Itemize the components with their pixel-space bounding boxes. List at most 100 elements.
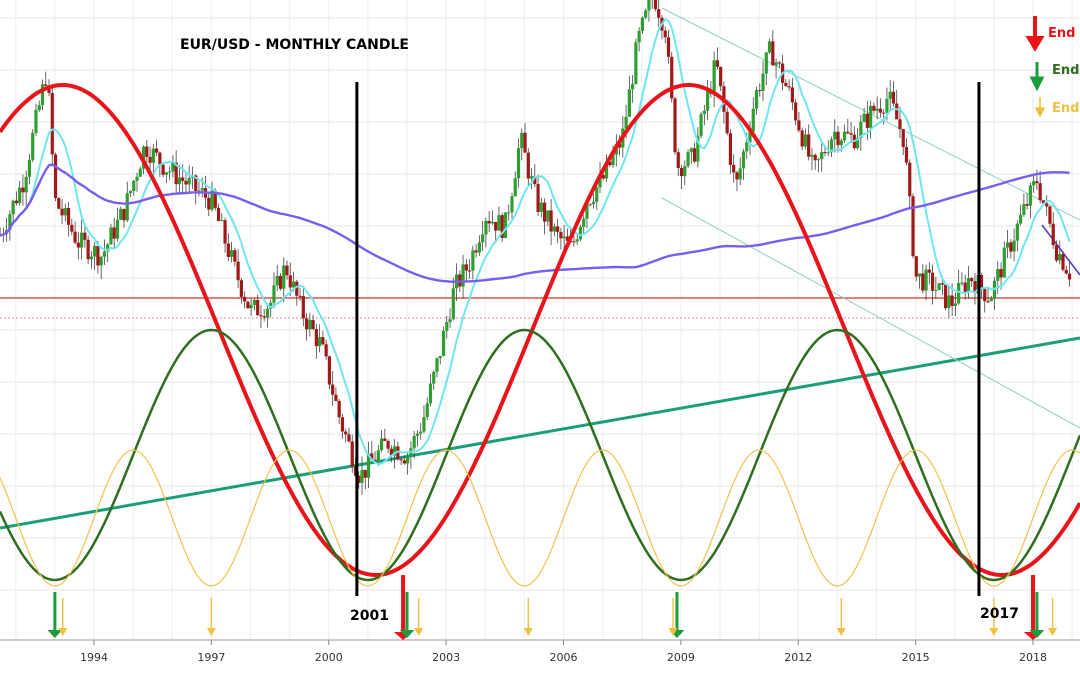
candle-body — [269, 302, 273, 309]
candle-body — [846, 131, 850, 134]
candle-body — [438, 355, 442, 359]
candle-body — [53, 154, 58, 199]
candle-body — [494, 221, 498, 231]
candle-body — [252, 299, 257, 305]
candle-body — [1058, 254, 1062, 261]
candle-body — [637, 30, 641, 43]
candle-body — [950, 295, 954, 306]
candle-body — [324, 344, 328, 357]
candle-body — [666, 37, 671, 57]
candle-body — [448, 319, 452, 322]
candle-body — [891, 91, 896, 104]
candle-body — [764, 52, 768, 74]
end-arrow-yellow-head — [523, 628, 533, 636]
candle-body — [803, 134, 808, 147]
candle-body — [937, 283, 941, 290]
candle-body — [481, 234, 485, 243]
candle-body — [161, 164, 165, 175]
candle-body — [138, 168, 142, 177]
candle-body — [331, 384, 335, 395]
grid-lines — [0, 0, 1080, 641]
candle-body — [771, 41, 775, 66]
candle-body — [327, 356, 332, 385]
x-tick-label: 2015 — [902, 651, 930, 664]
candle-body — [37, 105, 41, 110]
candle-body — [86, 239, 90, 260]
candle-body — [631, 83, 635, 90]
candle-body — [676, 152, 680, 168]
end-arrow-yellow-head — [668, 628, 678, 636]
candle-body — [321, 337, 325, 345]
candle-body — [40, 84, 45, 106]
legend-red-arrow-icon — [1025, 16, 1045, 52]
candle-body — [1048, 206, 1052, 224]
candle-body — [917, 273, 922, 277]
moving-average-short — [0, 18, 1071, 465]
candle-body — [604, 161, 609, 179]
candle-body — [216, 207, 221, 222]
candle-body — [735, 172, 739, 180]
candle-body — [578, 226, 583, 240]
candle-series — [0, 0, 1072, 495]
candle-body — [168, 171, 172, 173]
candle-body — [738, 168, 742, 180]
candle-body — [754, 90, 759, 109]
candle-body — [96, 245, 100, 266]
end-arrow-green-head — [1029, 630, 1045, 638]
chart-title: EUR/USD - MONTHLY CANDLE — [180, 37, 409, 53]
candle-body — [164, 172, 168, 175]
x-axis-ticks: 1994 1997 2000 2003 2006 2009 2012 2015 2018 — [80, 640, 1047, 664]
candle-body — [644, 10, 648, 18]
candle-body — [57, 198, 61, 209]
candle-body — [833, 131, 837, 140]
candle-body — [1032, 181, 1036, 186]
candle-body — [406, 456, 410, 464]
candle-body — [383, 438, 387, 441]
candle-body — [904, 147, 909, 163]
candle-body — [275, 275, 279, 286]
candle-body — [44, 84, 48, 86]
candle-body — [542, 202, 547, 222]
candle-body — [507, 212, 511, 214]
candle-body — [973, 281, 977, 294]
candle-body — [174, 162, 178, 185]
end-arrow-yellow-head — [1048, 628, 1058, 636]
candle-body — [272, 285, 276, 303]
candle-body — [220, 220, 224, 222]
candle-body — [18, 187, 22, 204]
trend-lines — [0, 7, 1080, 530]
candle-body — [598, 175, 602, 188]
candle-body — [888, 91, 892, 99]
candle-body — [947, 295, 951, 309]
candle-body — [1041, 200, 1046, 204]
candle-body — [106, 244, 110, 252]
candle-body — [344, 431, 348, 435]
candle-body — [986, 301, 990, 303]
candle-body — [855, 137, 860, 149]
candle-body — [702, 110, 706, 115]
candle-body — [794, 102, 798, 121]
candle-body — [412, 435, 416, 449]
x-tick-label: 2018 — [1019, 651, 1047, 664]
x-tick-label: 2000 — [315, 651, 343, 664]
candle-body — [1061, 254, 1065, 270]
candle-body — [774, 62, 778, 66]
candle-body — [865, 113, 869, 128]
candle-body — [777, 62, 781, 64]
cycle-low-lines — [355, 82, 981, 596]
candle-body — [810, 154, 814, 157]
candle-body — [882, 112, 886, 114]
candle-body — [503, 212, 508, 238]
candle-body — [536, 184, 540, 212]
candle-body — [1051, 223, 1055, 246]
channel-lower-line — [661, 197, 1080, 429]
x-tick-label: 2006 — [550, 651, 578, 664]
candle-body — [513, 178, 517, 197]
candle-body — [73, 231, 77, 243]
candle-body — [624, 116, 628, 129]
legend-yellow-label: End — [1052, 101, 1079, 116]
candle-body — [308, 320, 312, 330]
end-arrow-green-head — [47, 630, 63, 638]
candle-body — [102, 251, 107, 257]
